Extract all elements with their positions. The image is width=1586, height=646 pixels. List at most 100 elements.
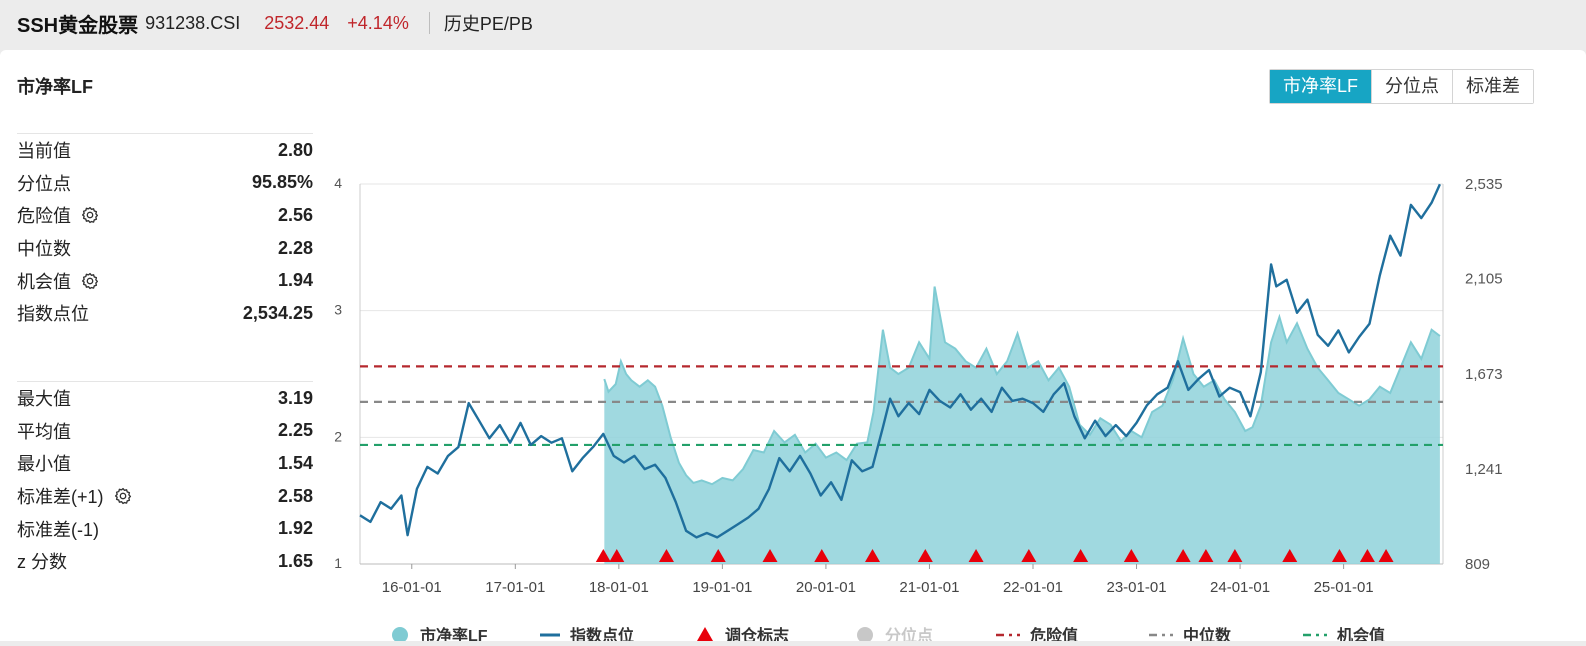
stat-value: 1.94 [277, 270, 313, 291]
stat-value: 2.56 [277, 204, 313, 225]
y-right-tick-label: 2,105 [1465, 271, 1503, 288]
stat-row: 最大值 3.19 [17, 382, 313, 415]
stat-value: 3.19 [277, 387, 313, 408]
panel-title: 市净率LF [17, 77, 93, 97]
legend-label[interactable]: 市净率LF [420, 626, 488, 645]
pb-line [603, 286, 1441, 486]
stat-row: z 分数 1.65 [17, 545, 313, 578]
x-tick-label: 16-01-01 [382, 579, 442, 596]
legend-dot-icon [857, 627, 873, 643]
settings-gear-icon[interactable] [114, 487, 132, 505]
rebalance-marker [658, 549, 674, 562]
stat-label: 平均值 [17, 421, 71, 442]
stat-label: 最大值 [17, 389, 71, 410]
chart-svg[interactable]: 1 2 3 4 809 1,241 1,673 2,105 2,535 16-01-01 17-01… [320, 120, 1586, 645]
rebalance-marker [1331, 549, 1347, 562]
x-tick-label: 22-01-01 [1003, 579, 1063, 596]
rebalance-marker [1123, 549, 1139, 562]
tab-pb[interactable]: 市净率LF [1270, 70, 1372, 103]
y-left-tick-label: 4 [334, 175, 342, 191]
chart-panel: 市净率LF 市净率LF 分位点 标准差 当前值 2.80 分位点 95.85% 危险… [0, 50, 1586, 645]
y-left-tick-label: 1 [334, 555, 342, 571]
stat-value: 2.25 [277, 420, 313, 441]
x-tick-label: 23-01-01 [1107, 579, 1167, 596]
stat-row: 标准差(+1) 2.58 [17, 480, 313, 513]
stat-value: 2.28 [277, 237, 313, 258]
legend-label[interactable]: 调仓标志 [725, 626, 789, 645]
stat-row: 当前值 2.80 [17, 134, 313, 167]
stat-label: 最小值 [17, 454, 71, 475]
stat-label: 标准差(+1) [17, 483, 132, 509]
stat-row: 机会值 1.94 [17, 264, 313, 297]
tab-stddev[interactable]: 标准差 [1452, 70, 1534, 103]
rebalance-marker [968, 549, 984, 562]
rebalance-marker [1227, 549, 1243, 562]
y-right-tick-label: 1,241 [1465, 461, 1503, 478]
rebalance-marker [710, 549, 726, 562]
stat-label: 当前值 [17, 141, 71, 162]
x-tick-label: 25-01-01 [1314, 579, 1374, 596]
x-tick-label: 19-01-01 [692, 579, 752, 596]
x-tick-label: 24-01-01 [1210, 579, 1270, 596]
rebalance-marker [814, 549, 830, 562]
x-tick-label: 17-01-01 [485, 579, 545, 596]
pb-chart[interactable]: 1 2 3 4 809 1,241 1,673 2,105 2,535 16-01-01 17-01… [320, 120, 1586, 645]
legend-label[interactable]: 分位点 [885, 626, 933, 645]
header-divider [428, 12, 430, 34]
stat-label: 标准差(-1) [17, 519, 99, 540]
rebalance-marker [609, 549, 625, 562]
y-right-tick-label: 1,673 [1465, 366, 1503, 383]
stat-value: 1.92 [277, 518, 313, 539]
pb-area [604, 286, 1440, 564]
y-left-tick-label: 2 [334, 428, 342, 444]
stat-value: 1.65 [277, 550, 313, 571]
stat-label: 危险值 [17, 202, 99, 228]
stat-value: 2,534.25 [242, 302, 313, 323]
x-tick-label: 21-01-01 [899, 579, 959, 596]
stat-row: 平均值 2.25 [17, 415, 313, 448]
stat-row: 指数点位 2,534.25 [17, 297, 313, 330]
stat-row: 最小值 1.54 [17, 447, 313, 480]
y-right-tick-label: 2,535 [1465, 176, 1503, 193]
legend-label[interactable]: 危险值 [1030, 626, 1078, 645]
rebalance-marker [1198, 549, 1214, 562]
index-price: 2532.44 [264, 12, 330, 33]
legend-dot-icon [392, 627, 408, 643]
settings-gear-icon[interactable] [81, 272, 99, 290]
page-subtitle: 历史PE/PB [443, 14, 533, 34]
legend-label[interactable]: 指数点位 [570, 626, 634, 645]
index-line [359, 183, 1441, 539]
rebalance-marker [1359, 549, 1375, 562]
rebalance-marker [595, 549, 611, 562]
index-code: 931238.CSI [145, 12, 241, 33]
x-tick-label: 18-01-01 [589, 579, 649, 596]
stat-label: 中位数 [17, 239, 71, 260]
y-right-tick-label: 809 [1465, 556, 1490, 573]
tab-percentile[interactable]: 分位点 [1371, 70, 1453, 103]
stat-value: 2.58 [277, 485, 313, 506]
index-change: +4.14% [347, 12, 409, 33]
rebalance-marker [762, 549, 778, 562]
rebalance-marker [1282, 549, 1298, 562]
stats-current: 当前值 2.80 分位点 95.85% 危险值 2.56 中位数 2.28 机会值 1.9… [17, 133, 313, 330]
settings-gear-icon[interactable] [81, 206, 99, 224]
stats-history: 最大值 3.19 平均值 2.25 最小值 1.54 标准差(+1) 2.58 标准差(… [17, 381, 313, 578]
rebalance-marker [1073, 549, 1089, 562]
legend-label[interactable]: 机会值 [1337, 626, 1385, 645]
rebalance-marker [1021, 549, 1037, 562]
y-left-tick-label: 3 [334, 302, 342, 318]
rebalance-marker [1378, 549, 1394, 562]
stat-value: 2.80 [277, 139, 313, 160]
metric-tabs: 市净率LF 分位点 标准差 [1269, 69, 1535, 104]
rebalance-marker [865, 549, 881, 562]
stat-row: 中位数 2.28 [17, 232, 313, 265]
legend-label[interactable]: 中位数 [1183, 626, 1232, 645]
rebalance-marker [917, 549, 933, 562]
stat-label: 分位点 [17, 173, 71, 194]
index-name: SSH黄金股票 [17, 14, 139, 37]
rebalance-marker [1175, 549, 1191, 562]
stat-row: 标准差(-1) 1.92 [17, 512, 313, 545]
stat-value: 95.85% [251, 172, 313, 193]
stat-label: z 分数 [17, 552, 68, 573]
stat-label: 指数点位 [17, 304, 89, 325]
